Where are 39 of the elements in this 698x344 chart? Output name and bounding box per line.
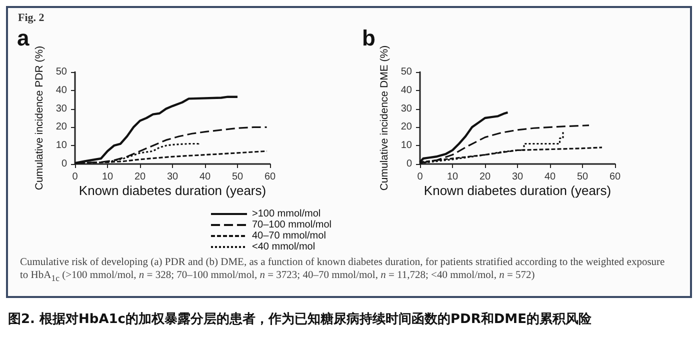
x-tick-label: 0 — [417, 172, 424, 182]
x-axis-title: Known diabetes duration (years) — [78, 183, 266, 198]
legend-label: 70–100 mmol/mol — [252, 220, 332, 230]
legend-label: >100 mmol/mol — [252, 208, 321, 220]
x-tick-label: 0 — [72, 172, 78, 182]
legend-label: 40–70 mmol/mol — [252, 230, 326, 242]
x-tick-label: 50 — [232, 172, 244, 182]
x-tick-label: 20 — [479, 172, 491, 182]
caption: 图2. 根据对HbA1c的加权暴露分层的患者，作为已知糖尿病持续时间函数的PDR和DME的累积风险 — [8, 310, 592, 328]
x-axis-title: Known diabetes duration (years) — [424, 183, 612, 198]
y-tick-label: 30 — [56, 103, 68, 114]
caption: Fig. 2 — [18, 12, 44, 24]
x-tick-label: 40 — [199, 172, 211, 182]
chart-title: b — [362, 26, 376, 50]
y-tick-label: 20 — [56, 122, 68, 133]
y-tick-label: 20 — [400, 122, 412, 133]
x-tick-label: 60 — [264, 172, 276, 182]
x-tick-label: 50 — [576, 172, 588, 182]
chart-title: a — [17, 26, 30, 50]
y-tick-label: 40 — [400, 84, 412, 96]
y-tick-label: 10 — [400, 140, 412, 152]
x-tick-label: 20 — [134, 172, 146, 182]
y-axis-title: Cumulative incidence DME (%) — [378, 45, 390, 191]
y-tick-label: 0 — [406, 158, 412, 170]
x-tick-label: 10 — [102, 172, 114, 182]
y-tick-label: 30 — [400, 103, 412, 114]
y-tick-label: 50 — [56, 66, 68, 78]
text: Cumulative risk of developing (a) PDR and (b) DME, as a function of known diabetes duration, for patients stratified according to the weighted exposure to HbA$_{1c}$ (>100 mmol/mol, n = 328; 70–100 mmol/mol, n = 3723; 40–70 mmol/mol, n = 11,728; <40 mmol/mol, n = 572) — [20, 257, 665, 284]
y-tick-label: 50 — [400, 66, 412, 78]
y-tick-label: 40 — [56, 84, 68, 96]
x-tick-label: 30 — [512, 172, 524, 182]
x-tick-label: 10 — [446, 172, 458, 182]
y-tick-label: 10 — [56, 140, 68, 152]
x-tick-label: 60 — [609, 172, 621, 182]
y-tick-label: 0 — [61, 158, 68, 170]
legend-label: <40 mmol/mol — [252, 242, 316, 252]
x-tick-label: 40 — [544, 172, 556, 182]
y-axis-title: Cumulative incidence PDR (%) — [33, 46, 46, 190]
x-tick-label: 30 — [166, 172, 178, 182]
